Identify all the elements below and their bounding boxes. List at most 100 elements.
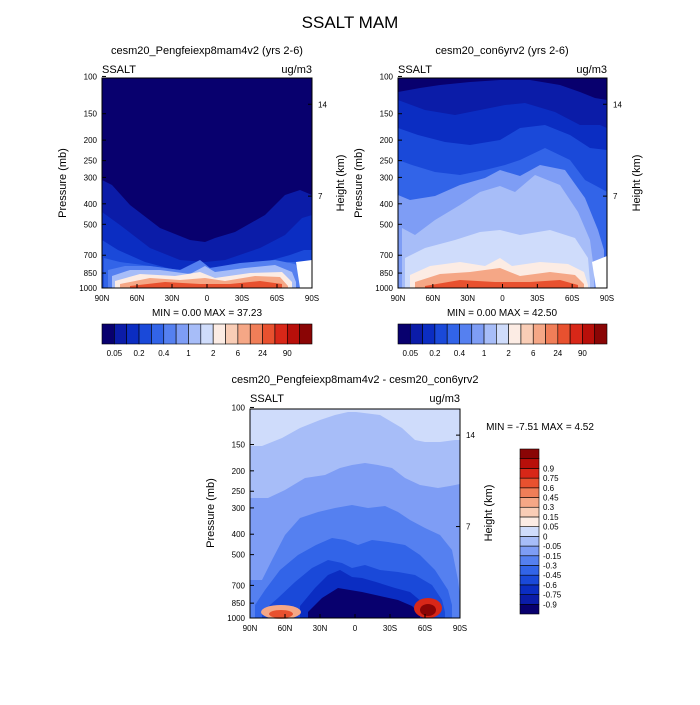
colorbar-swatch — [274, 323, 288, 345]
panel-2-minmax: MIN = 0.00 MAX = 42.50 — [447, 308, 557, 319]
y-tick-label: 100 — [84, 72, 98, 81]
colorbar-label: 0.2 — [429, 349, 441, 358]
y2-tick-label: 7 — [318, 192, 323, 201]
panel-1-y-axis-label: Pressure (mb) — [57, 148, 69, 218]
colorbar-label: -0.75 — [543, 591, 562, 600]
colorbar-swatch — [519, 555, 540, 566]
x-tick-label: 90S — [600, 294, 614, 303]
colorbar-label: 2 — [211, 349, 216, 358]
x-tick-label: 90S — [453, 624, 467, 633]
colorbar-swatch — [397, 323, 411, 345]
panel-3-y2-axis-label: Height (km) — [483, 485, 495, 542]
colorbar-label: 0.15 — [543, 513, 559, 522]
y-tick-label: 250 — [380, 157, 394, 166]
panel-1-colorbar: 0.05 0.2 0.4 1 2 6 24 90 — [101, 323, 313, 358]
x-tick-label: 60N — [278, 624, 293, 633]
colorbar-swatch — [557, 323, 571, 345]
colorbar-label: 0.45 — [543, 494, 559, 503]
y-tick-label: 200 — [380, 136, 394, 145]
colorbar-label: 6 — [236, 349, 241, 358]
colorbar-label: -0.3 — [543, 561, 557, 570]
panel-3-units-label: ug/m3 — [429, 393, 460, 405]
colorbar-swatch — [101, 323, 115, 345]
y-tick-label: 850 — [380, 269, 394, 278]
y-tick-label: 150 — [380, 110, 394, 119]
colorbar-swatch — [138, 323, 152, 345]
colorbar-label: 2 — [506, 349, 511, 358]
colorbar-swatch — [519, 487, 540, 498]
x-tick-label: 30N — [165, 294, 180, 303]
panel-3-contour-field — [250, 409, 460, 619]
panel-2-contour-field — [398, 78, 607, 288]
colorbar-label: -0.6 — [543, 581, 557, 590]
colorbar-swatch — [520, 323, 534, 345]
y-tick-label: 700 — [232, 581, 246, 590]
colorbar-label: -0.15 — [543, 552, 562, 561]
colorbar-label: -0.45 — [543, 571, 562, 580]
colorbar-swatch — [434, 323, 448, 345]
y-tick-label: 850 — [232, 599, 246, 608]
panel-2-title: cesm20_con6yrv2 (yrs 2-6) — [435, 45, 568, 57]
colorbar-swatch — [262, 323, 276, 345]
y2-tick-label: 7 — [466, 523, 471, 532]
y-tick-label: 300 — [84, 173, 98, 182]
panel-2-units-label: ug/m3 — [576, 64, 607, 76]
colorbar-label: 0.2 — [133, 349, 145, 358]
y-tick-label: 500 — [232, 551, 246, 560]
colorbar-swatch — [508, 323, 522, 345]
x-tick-label: 30S — [235, 294, 249, 303]
colorbar-swatch — [519, 526, 540, 537]
colorbar-swatch — [519, 477, 540, 489]
colorbar-label: 24 — [258, 349, 267, 358]
colorbar-label: 1 — [186, 349, 191, 358]
y-tick-label: 250 — [232, 487, 246, 496]
y2-tick-label: 14 — [318, 100, 327, 109]
colorbar-swatch — [237, 323, 251, 345]
panel-2-colorbar: 0.05 0.2 0.4 1 2 6 24 90 — [397, 323, 608, 358]
colorbar-swatch — [519, 584, 540, 595]
colorbar-label: 0.3 — [543, 503, 555, 512]
colorbar-label: 24 — [553, 349, 562, 358]
colorbar-swatch — [545, 323, 559, 345]
colorbar-swatch — [519, 516, 540, 527]
colorbar-swatch — [519, 565, 540, 576]
colorbar-label: 6 — [531, 349, 536, 358]
y2-tick-label: 14 — [466, 431, 475, 440]
colorbar-swatch — [519, 574, 540, 586]
colorbar-label: 1 — [482, 349, 487, 358]
colorbar-swatch — [519, 594, 540, 605]
x-tick-label: 60N — [425, 294, 440, 303]
colorbar-swatch — [114, 323, 128, 345]
y-tick-label: 100 — [380, 72, 394, 81]
panel-1-y2-axis-label: Height (km) — [335, 155, 347, 212]
colorbar-label: 0.4 — [158, 349, 170, 358]
colorbar-swatch — [446, 323, 460, 345]
colorbar-swatch — [471, 323, 485, 345]
x-tick-label: 90S — [305, 294, 319, 303]
x-tick-label: 30N — [313, 624, 328, 633]
panel-1: cesm20_Pengfeiexp8mam4v2 (yrs 2-6) SSALT… — [57, 45, 347, 358]
panel-3: cesm20_Pengfeiexp8mam4v2 - cesm20_con6yr… — [205, 374, 594, 633]
x-tick-label: 30S — [383, 624, 397, 633]
y-tick-label: 400 — [84, 200, 98, 209]
colorbar-swatch — [594, 323, 608, 345]
colorbar-swatch — [519, 536, 540, 547]
y-tick-label: 400 — [380, 200, 394, 209]
panel-3-variable-label: SSALT — [250, 393, 284, 405]
y-tick-label: 250 — [84, 157, 98, 166]
colorbar-swatch — [151, 323, 165, 345]
colorbar-swatch — [519, 603, 540, 615]
x-tick-label: 0 — [205, 294, 210, 303]
colorbar-swatch — [483, 323, 497, 345]
panel-1-variable-label: SSALT — [102, 64, 136, 76]
y-tick-label: 300 — [232, 504, 246, 513]
y-tick-label: 1000 — [375, 284, 393, 293]
colorbar-swatch — [212, 323, 226, 345]
colorbar-label: 90 — [578, 349, 587, 358]
panel-3-y-axis-label: Pressure (mb) — [205, 478, 217, 548]
colorbar-swatch — [188, 323, 202, 345]
y-tick-label: 850 — [84, 269, 98, 278]
y-tick-label: 200 — [232, 467, 246, 476]
colorbar-label: 0.9 — [543, 464, 555, 473]
